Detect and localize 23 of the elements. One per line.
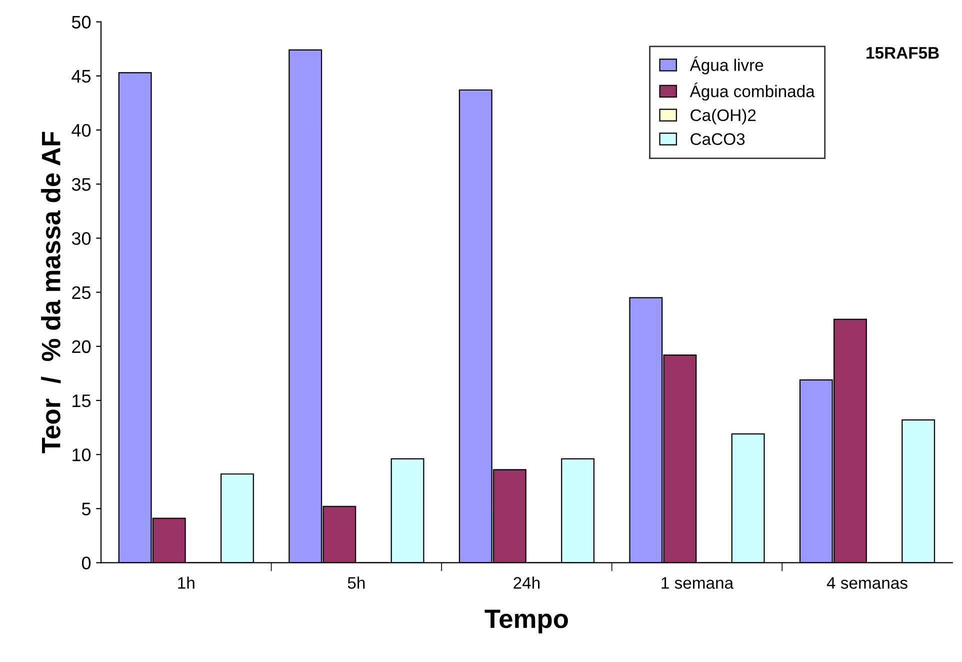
y-tick-label: 45: [72, 70, 91, 83]
legend-label: Ca(OH)2: [690, 108, 756, 124]
x-tick-label: 1 semana: [662, 577, 734, 589]
y-tick-label: 0: [82, 556, 91, 570]
legend-label: Água livre: [690, 56, 764, 74]
annotation: 15RAF5B: [866, 47, 939, 59]
x-tick-label: 24h: [514, 576, 540, 589]
y-tick-label: 25: [72, 286, 91, 299]
y-axis-title: Teor / % da massa de AF: [41, 132, 61, 454]
y-tick-label: 15: [72, 394, 91, 408]
y-tick-label: 30: [72, 232, 91, 245]
x-tick-label: 4 semanas: [826, 577, 908, 589]
legend-label: Água combinada: [690, 82, 815, 101]
y-tick-label: 20: [72, 340, 91, 354]
y-tick-label: 10: [72, 448, 91, 462]
legend-label: CaCO3: [690, 133, 745, 146]
x-tick-label: 5h: [348, 576, 365, 589]
y-tick-label: 5: [82, 502, 91, 516]
y-tick-label: 35: [72, 178, 91, 191]
y-tick-label: 40: [72, 124, 91, 137]
x-axis-title: Tempo: [484, 610, 568, 634]
y-tick-label: 50: [72, 16, 91, 29]
x-tick-label: 1h: [178, 576, 194, 589]
